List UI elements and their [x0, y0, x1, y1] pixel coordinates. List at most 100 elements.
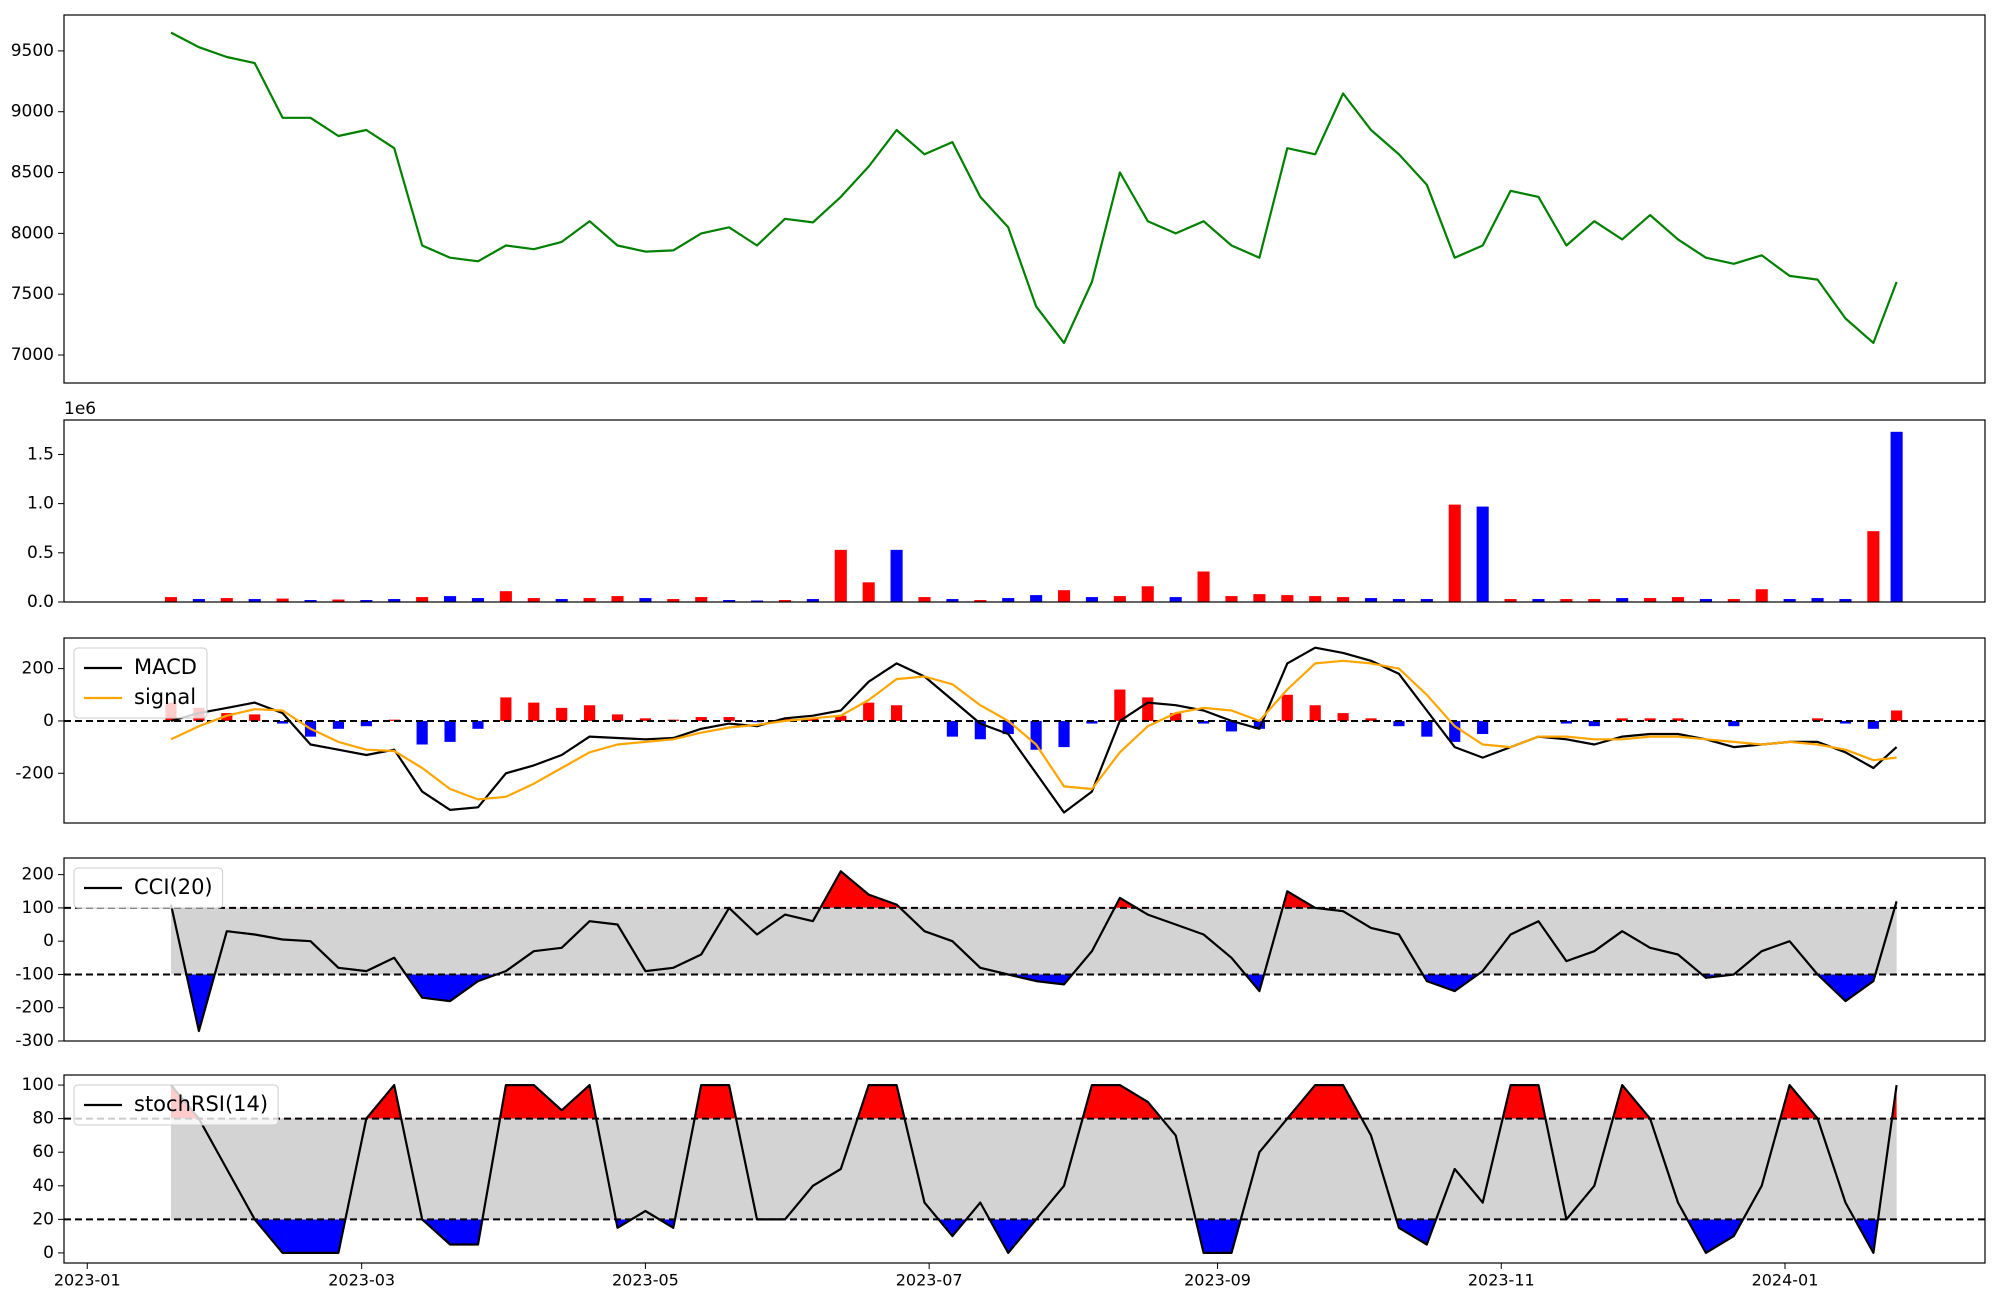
volume-bar	[499, 591, 512, 602]
y-tick-label: 100	[22, 898, 54, 918]
histogram-bar	[416, 720, 428, 745]
histogram-bar	[807, 718, 819, 721]
histogram-bar	[891, 705, 903, 721]
histogram-bar	[974, 720, 986, 740]
x-tick-label: 2023-09	[1184, 1271, 1251, 1290]
legend-box	[73, 647, 208, 719]
volume-bar	[444, 596, 457, 602]
series-line	[170, 1083, 1898, 1255]
histogram-bar	[221, 713, 233, 721]
volume-bar	[471, 598, 485, 602]
y-tick-label: 200	[22, 865, 54, 885]
legend-box	[73, 1084, 279, 1126]
volume-bar	[1392, 599, 1405, 602]
histogram-bar	[1644, 718, 1656, 721]
histogram-bar	[1560, 720, 1572, 724]
histogram-bar	[946, 720, 958, 737]
histogram-bar	[584, 705, 596, 721]
legend-label: MACD	[134, 655, 197, 679]
histogram-bar	[528, 702, 540, 721]
histogram-bar	[1616, 718, 1628, 721]
histogram-bar	[1170, 713, 1182, 721]
histogram-bar	[556, 707, 568, 721]
volume-bar	[1588, 599, 1601, 602]
y-tick-label: 0.5	[27, 543, 54, 563]
series-line	[169, 870, 1898, 1033]
volume-bar	[1504, 599, 1517, 602]
volume-bar	[1057, 590, 1071, 602]
y-tick-label: 20	[32, 1209, 54, 1229]
volume-bar	[1448, 504, 1461, 602]
series-line	[170, 31, 1898, 344]
neutral-band	[170, 1118, 1897, 1220]
volume-bar	[1644, 598, 1657, 602]
volume-bar	[555, 599, 568, 602]
y-tick-label: 9500	[11, 41, 54, 61]
volume-bar	[1560, 599, 1573, 602]
histogram-bar	[1839, 720, 1852, 724]
volume-bar	[332, 599, 345, 602]
panel: 7000 7500 8000 8500 9000 9500	[11, 14, 1986, 384]
histogram-bar	[1225, 720, 1238, 732]
volume-bar	[1002, 598, 1015, 602]
histogram-bar	[1477, 720, 1489, 735]
histogram-bar	[863, 702, 875, 721]
volume-bar	[1532, 599, 1545, 602]
histogram-bar	[695, 717, 707, 721]
histogram-bar	[1811, 718, 1824, 721]
volume-bar	[1085, 597, 1098, 602]
volume-bar	[527, 598, 540, 602]
y-tick-label: 200	[22, 659, 54, 679]
x-tick-label: 2023-03	[328, 1271, 395, 1290]
histogram-bar	[1114, 689, 1126, 721]
y-tick-label: 8000	[11, 223, 54, 243]
volume-bar	[1727, 599, 1740, 602]
volume-bar	[583, 598, 596, 602]
histogram-bar	[1197, 720, 1210, 724]
panel-frame	[63, 14, 1986, 384]
histogram-bar	[1588, 720, 1600, 727]
volume-bar	[388, 599, 401, 602]
legend-label: CCI(20)	[134, 875, 213, 899]
axis-offset-label: 1e6	[64, 399, 96, 419]
legend-box	[73, 867, 224, 909]
volume-bar	[1309, 596, 1322, 602]
histogram-bar	[1058, 720, 1070, 748]
volume-bar	[667, 599, 680, 602]
volume-bar	[751, 600, 764, 602]
volume-bar	[723, 600, 736, 602]
panel-frame	[63, 1074, 1986, 1264]
histogram-bar	[1421, 720, 1433, 737]
volume-bar	[611, 596, 624, 602]
volume-bar	[1671, 597, 1685, 602]
y-tick-label: 0.0	[27, 592, 54, 612]
panel: 0 20 40 60 80 100 stochRSI(14) 2023-01 2023-03 20…	[22, 1074, 1986, 1290]
histogram-bar	[1142, 697, 1154, 721]
histogram-bar	[1891, 710, 1903, 721]
y-tick-label: 80	[32, 1109, 54, 1129]
volume-bar	[778, 600, 792, 602]
legend: MACD signal	[73, 647, 208, 719]
plot-area	[64, 870, 1985, 1033]
histogram-bar	[332, 720, 345, 729]
histogram-bar	[1672, 718, 1684, 721]
x-tick-label: 2023-07	[896, 1271, 963, 1290]
volume-bar	[1839, 599, 1852, 602]
y-tick-label: 0	[43, 1243, 54, 1263]
volume-bar	[862, 582, 875, 602]
volume-bar	[1811, 598, 1824, 602]
volume-bar	[834, 549, 847, 602]
histogram-bar	[1728, 720, 1740, 727]
panel: -200 0 200 MACD signal	[15, 637, 1986, 824]
volume-bar	[1030, 595, 1043, 602]
volume-bar	[360, 600, 373, 602]
y-tick-label: 9000	[11, 102, 54, 122]
volume-bar	[918, 597, 931, 602]
overbought-fill	[171, 1085, 1897, 1119]
volume-bar	[974, 600, 987, 602]
plot-area	[164, 431, 1903, 602]
histogram-bar	[639, 718, 651, 721]
volume-bar	[1755, 589, 1768, 602]
